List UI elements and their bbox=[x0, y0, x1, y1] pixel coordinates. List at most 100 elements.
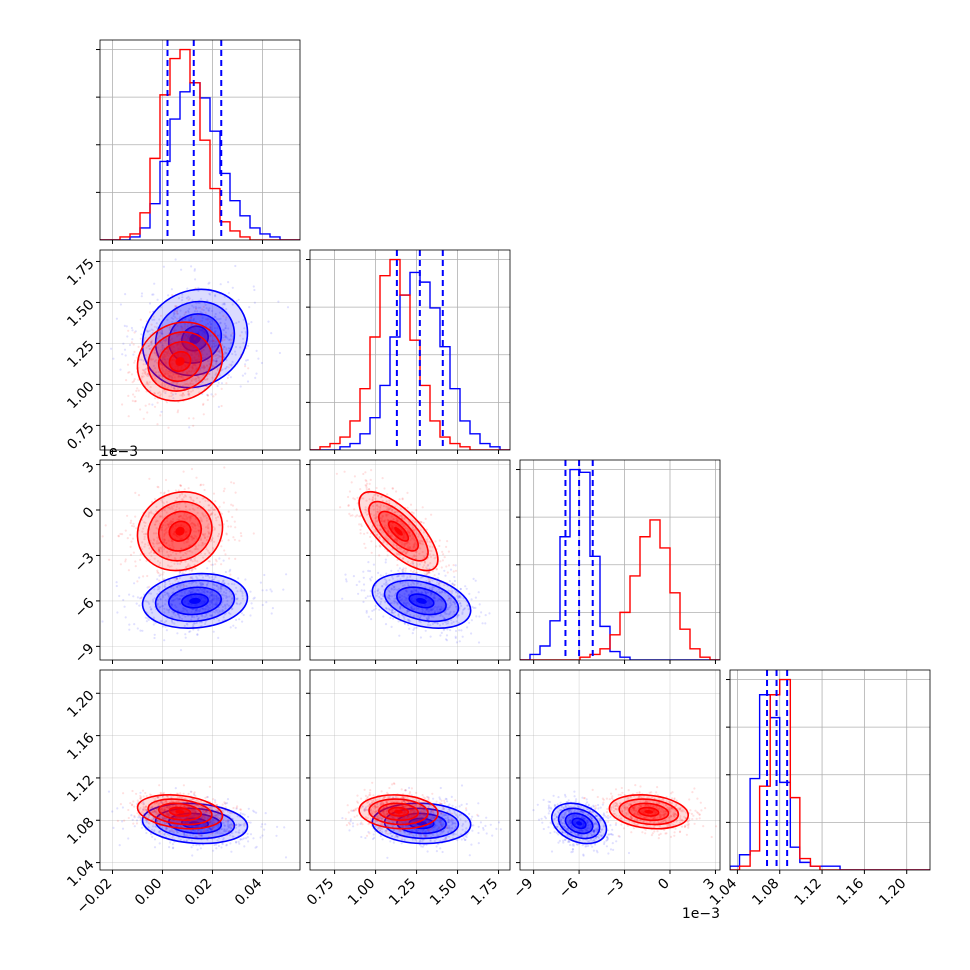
scatter-point bbox=[199, 484, 202, 487]
scatter-point bbox=[172, 313, 176, 316]
scatter-point bbox=[220, 587, 223, 590]
scatter-point bbox=[228, 338, 231, 342]
scatter-point bbox=[172, 612, 175, 615]
scatter-point bbox=[141, 530, 144, 533]
scatter-point bbox=[209, 603, 212, 606]
scatter-point bbox=[130, 519, 133, 522]
scatter-point bbox=[191, 389, 194, 392]
scatter-point bbox=[140, 292, 144, 295]
scatter-point bbox=[405, 589, 408, 592]
scatter-point bbox=[132, 353, 135, 356]
scatter-point bbox=[191, 365, 194, 368]
scatter-point bbox=[140, 596, 143, 599]
scatter-point bbox=[449, 568, 453, 571]
scatter-point bbox=[133, 825, 136, 828]
scatter-point bbox=[181, 384, 184, 387]
scatter-point bbox=[218, 374, 221, 377]
scatter-point bbox=[202, 372, 205, 375]
scatter-point bbox=[183, 590, 186, 593]
scatter-point bbox=[137, 389, 140, 392]
scatter-point bbox=[474, 579, 477, 582]
scatter-point bbox=[140, 358, 143, 361]
scatter-point bbox=[216, 597, 219, 600]
scatter-point bbox=[200, 544, 203, 547]
panel-0-0 bbox=[96, 39, 301, 244]
scatter-point bbox=[207, 532, 210, 535]
scatter-point bbox=[226, 599, 229, 603]
scatter-point bbox=[428, 587, 431, 590]
scatter-point bbox=[172, 397, 175, 400]
scatter-point bbox=[202, 349, 205, 352]
scatter-point bbox=[149, 357, 152, 360]
scatter-point bbox=[426, 618, 429, 621]
scatter-point bbox=[449, 629, 452, 632]
scatter-point bbox=[171, 518, 175, 521]
scatter-point bbox=[197, 618, 200, 621]
scatter-point bbox=[446, 628, 449, 631]
scatter-point bbox=[200, 520, 204, 523]
scatter-point bbox=[225, 843, 228, 847]
scatter-point bbox=[192, 424, 195, 427]
scatter-point bbox=[115, 317, 118, 320]
scatter-point bbox=[434, 540, 437, 543]
scatter-point bbox=[223, 603, 227, 606]
contour-peak-red bbox=[175, 526, 185, 536]
scatter-point bbox=[394, 588, 397, 591]
scatter-point bbox=[247, 840, 250, 843]
scatter-point bbox=[179, 514, 182, 518]
scatter-point bbox=[185, 338, 188, 341]
scatter-point bbox=[169, 553, 172, 557]
scatter-point bbox=[180, 594, 183, 597]
scatter-point bbox=[168, 395, 171, 398]
scatter-point bbox=[170, 338, 173, 341]
scatter-point bbox=[210, 593, 213, 597]
scatter-point bbox=[171, 345, 174, 348]
scatter-point bbox=[227, 582, 230, 586]
scatter-point bbox=[214, 294, 217, 297]
scatter-point bbox=[215, 601, 218, 604]
scatter-point bbox=[230, 608, 233, 611]
scatter-point bbox=[405, 587, 408, 590]
scatter-point bbox=[228, 595, 231, 598]
scatter-point bbox=[410, 591, 413, 594]
scatter-point bbox=[194, 527, 197, 530]
scatter-point bbox=[190, 568, 193, 571]
scatter-point bbox=[148, 311, 152, 314]
scatter-point bbox=[153, 391, 156, 395]
scatter-point bbox=[127, 569, 130, 572]
scatter-point bbox=[167, 489, 170, 492]
scatter-point bbox=[367, 615, 370, 618]
scatter-point bbox=[218, 610, 221, 614]
scatter-point bbox=[368, 482, 371, 485]
scatter-point bbox=[150, 500, 154, 503]
scatter-point bbox=[197, 289, 200, 292]
scatter-point bbox=[213, 597, 216, 600]
scatter-point bbox=[163, 358, 166, 361]
scatter-point bbox=[193, 269, 196, 272]
scatter-point bbox=[231, 515, 234, 519]
scatter-point bbox=[236, 590, 239, 593]
scatter-point bbox=[163, 491, 166, 494]
scatter-point bbox=[194, 337, 197, 340]
scatter-point bbox=[161, 546, 164, 549]
scatter-point bbox=[223, 582, 226, 585]
scatter-point bbox=[193, 611, 196, 614]
scatter-point bbox=[442, 629, 445, 632]
scatter-point bbox=[173, 329, 176, 332]
scatter-point bbox=[224, 553, 227, 556]
scatter-point bbox=[165, 620, 168, 623]
scatter-point bbox=[153, 497, 156, 501]
scatter-point bbox=[162, 492, 166, 495]
scatter-point bbox=[239, 334, 242, 337]
scatter-point bbox=[180, 325, 183, 328]
scatter-point bbox=[196, 589, 200, 592]
scatter-point bbox=[188, 426, 191, 429]
scatter-point bbox=[176, 309, 179, 312]
scatter-point bbox=[446, 571, 449, 574]
scatter-point bbox=[207, 560, 210, 563]
scatter-point bbox=[436, 622, 439, 625]
scatter-point bbox=[191, 367, 194, 370]
scatter-point bbox=[122, 598, 125, 602]
scatter-point bbox=[453, 601, 456, 604]
scatter-point bbox=[196, 621, 199, 624]
